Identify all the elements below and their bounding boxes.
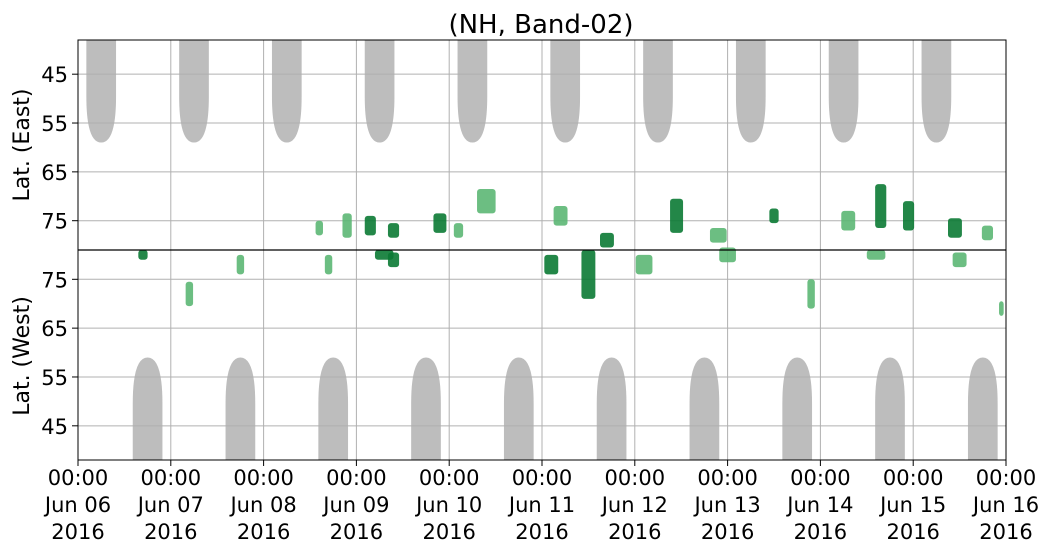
echo-patch-east-16 [981,225,994,241]
echo-patch-west-5 [387,252,400,268]
echo-patch-east-14 [902,201,915,231]
x-tick-label: 00:00 Jun 15 2016 [878,466,946,544]
y-tick-label-west: 45 [41,415,68,439]
no-data-east-4 [457,40,488,143]
echo-patch-west-12 [952,252,967,268]
echo-patch-east-7 [553,206,568,226]
echo-patch-west-11 [866,250,886,260]
chart-title: (NH, Band-02) [448,10,633,40]
echo-patch-east-6 [477,188,496,214]
x-tick-label: 00:00 Jun 12 2016 [600,466,668,544]
echo-patch-east-3 [387,223,400,238]
x-tick-label: 00:00 Jun 13 2016 [692,466,760,544]
no-data-west-1 [225,357,256,460]
no-data-west-9 [967,357,998,460]
no-data-west-3 [411,357,441,460]
ylabel-east: Lat. (East) [10,89,35,202]
y-tick-label-east: 45 [41,63,68,87]
echo-patch-east-11 [769,208,779,224]
plot-area [77,39,1007,461]
echo-patch-east-2 [364,215,376,236]
echo-patch-east-9 [670,198,684,233]
x-tick-label: 00:00 Jun 16 2016 [971,466,1039,544]
echo-patch-west-0 [138,250,148,260]
no-data-west-6 [689,357,720,460]
no-data-west-0 [132,357,163,460]
ylabel-west: Lat. (West) [10,296,35,416]
no-data-west-8 [875,357,905,460]
x-tick-label: 00:00 Jun 11 2016 [507,466,575,544]
no-data-east-2 [271,40,302,143]
echo-patch-east-15 [948,218,962,238]
no-data-layer [86,40,998,460]
x-tick-label: 00:00 Jun 06 2016 [43,466,111,544]
y-tick-label-east: 75 [41,210,68,234]
x-tick-label: 00:00 Jun 08 2016 [228,466,296,544]
y-ticks: 45 55 65 75 75 65 55 45 [41,63,78,439]
y-tick-label-west: 55 [41,366,68,390]
no-data-east-1 [179,40,209,143]
x-tick-label: 00:00 Jun 09 2016 [321,466,389,544]
no-data-east-0 [86,40,117,143]
echo-patch-west-6 [544,254,559,275]
echo-layer [138,184,1004,316]
echo-patch-east-10 [709,228,727,243]
no-data-west-5 [596,357,627,460]
echo-patch-west-1 [185,281,194,307]
x-tick-label: 00:00 Jun 14 2016 [785,466,853,544]
echo-patch-west-2 [236,254,245,275]
echo-patch-west-13 [999,301,1004,316]
echo-patch-west-3 [324,254,333,275]
y-tick-label-east: 55 [41,112,68,136]
no-data-east-6 [643,40,673,143]
x-ticks: 00:00 Jun 06 2016 00:00 Jun 07 2016 00:00 Jun 0… [43,460,1039,544]
y-tick-label-east: 65 [41,161,68,185]
echo-patch-west-9 [719,247,736,263]
no-data-west-7 [782,357,813,460]
echo-patch-east-8 [600,232,614,248]
no-data-east-5 [550,40,581,143]
no-data-east-3 [364,40,395,143]
no-data-east-9 [921,40,952,143]
echo-patch-west-10 [807,279,815,309]
echo-patch-east-0 [315,220,323,236]
y-tick-label-west: 65 [41,317,68,341]
echo-patch-east-5 [453,223,464,238]
echo-patch-west-7 [581,250,596,299]
echo-patch-east-1 [342,213,352,238]
echo-patch-east-4 [433,213,447,233]
no-data-east-7 [735,40,766,143]
x-tick-label: 00:00 Jun 10 2016 [414,466,482,544]
no-data-west-2 [318,357,349,460]
echo-patch-east-13 [875,184,887,229]
no-data-east-8 [828,40,859,143]
x-tick-label: 00:00 Jun 07 2016 [136,466,204,544]
y-tick-label-west: 75 [41,268,68,292]
no-data-west-4 [503,357,534,460]
echo-patch-east-12 [841,210,856,231]
echo-patch-west-8 [635,254,653,275]
